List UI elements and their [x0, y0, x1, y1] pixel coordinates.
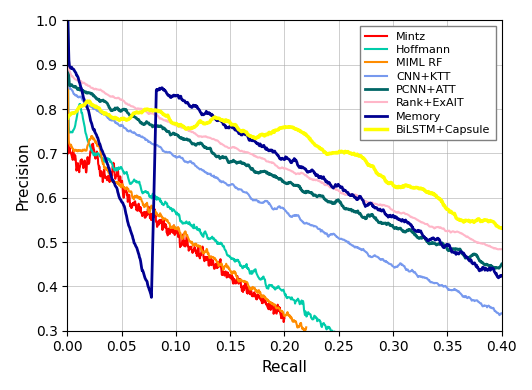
- Rank+ExAIΤ: [438, 225, 445, 230]
- CNN+ΚTT: [438, 283, 445, 287]
- Hoffmann: [277, 286, 283, 291]
- Memory: [329, 184, 335, 189]
- Memory: [439, 243, 445, 248]
- MIML RF: [302, 330, 308, 334]
- BiLSTM+Capsule: [84, 99, 90, 103]
- Memory: [394, 217, 401, 222]
- PCNN+ATT: [493, 266, 499, 271]
- BiLSTM+Capsule: [329, 151, 335, 156]
- BiLSTM+Capsule: [317, 146, 323, 151]
- Rank+ExAIΤ: [91, 87, 97, 92]
- Rank+ExAIΤ: [498, 247, 505, 252]
- CNN+ΚTT: [496, 313, 503, 317]
- BiLSTM+Capsule: [394, 185, 401, 190]
- Line: Mintz: Mintz: [68, 21, 285, 322]
- PCNN+ATT: [328, 199, 335, 204]
- PCNN+ATT: [341, 206, 347, 211]
- CNN+ΚTT: [498, 311, 505, 316]
- BiLSTM+Capsule: [92, 105, 98, 109]
- Y-axis label: Precision: Precision: [15, 141, 30, 210]
- Hoffmann: [114, 167, 121, 172]
- MIML RF: [64, 53, 71, 58]
- Mintz: [78, 159, 84, 164]
- Rank+ExAIΤ: [328, 184, 335, 189]
- CNN+ΚTT: [64, 18, 71, 23]
- MIML RF: [126, 190, 132, 194]
- Legend: Mintz, Hoffmann, MIML RF, CNN+ΚTT, PCNN+ATT, Rank+ExAIΤ, Memory, BiLSTM+Capsule: Mintz, Hoffmann, MIML RF, CNN+ΚTT, PCNN+…: [360, 26, 496, 140]
- Memory: [91, 127, 97, 132]
- Line: CNN+ΚTT: CNN+ΚTT: [68, 21, 502, 315]
- PCNN+ATT: [438, 241, 445, 246]
- Mintz: [203, 256, 209, 261]
- Hoffmann: [335, 333, 342, 337]
- Rank+ExAIΤ: [64, 53, 71, 58]
- PCNN+ATT: [91, 94, 97, 98]
- PCNN+ATT: [64, 18, 71, 23]
- Mintz: [280, 320, 287, 324]
- MIML RF: [224, 265, 230, 269]
- BiLSTM+Capsule: [439, 199, 445, 204]
- CNN+ΚTT: [317, 227, 323, 231]
- Memory: [498, 273, 505, 278]
- Memory: [148, 295, 155, 300]
- BiLSTM+Capsule: [64, 116, 71, 121]
- CNN+ΚTT: [91, 106, 97, 111]
- MIML RF: [303, 325, 310, 330]
- Rank+ExAIΤ: [394, 210, 400, 215]
- MIML RF: [107, 171, 113, 176]
- BiLSTM+Capsule: [498, 225, 505, 230]
- Hoffmann: [192, 226, 198, 230]
- X-axis label: Recall: Recall: [262, 360, 307, 375]
- Rank+ExAIΤ: [495, 247, 501, 252]
- Line: Memory: Memory: [68, 21, 502, 297]
- Line: MIML RF: MIML RF: [68, 56, 306, 332]
- Rank+ExAIΤ: [317, 179, 323, 184]
- Line: Rank+ExAIΤ: Rank+ExAIΤ: [68, 56, 502, 249]
- Mintz: [229, 277, 235, 282]
- Rank+ExAIΤ: [341, 191, 347, 196]
- Mintz: [190, 247, 197, 252]
- PCNN+ATT: [317, 194, 323, 199]
- MIML RF: [205, 250, 212, 255]
- Line: Hoffmann: Hoffmann: [68, 21, 350, 335]
- Hoffmann: [346, 333, 353, 337]
- BiLSTM+Capsule: [342, 150, 348, 155]
- Mintz: [281, 316, 288, 321]
- CNN+ΚTT: [394, 264, 400, 269]
- Mintz: [251, 290, 257, 294]
- Hoffmann: [231, 258, 237, 262]
- PCNN+ATT: [394, 225, 400, 230]
- PCNN+ATT: [498, 262, 505, 266]
- Memory: [64, 18, 71, 23]
- Hoffmann: [253, 269, 259, 274]
- Line: BiLSTM+Capsule: BiLSTM+Capsule: [68, 101, 502, 228]
- Line: PCNN+ATT: PCNN+ATT: [68, 21, 502, 268]
- CNN+ΚTT: [341, 238, 347, 242]
- Mintz: [64, 18, 71, 23]
- Hoffmann: [137, 183, 144, 188]
- MIML RF: [172, 225, 179, 230]
- Mintz: [196, 254, 203, 258]
- CNN+ΚTT: [328, 232, 335, 237]
- MIML RF: [244, 280, 251, 285]
- Hoffmann: [64, 18, 71, 23]
- Memory: [342, 188, 348, 193]
- Memory: [317, 175, 323, 180]
